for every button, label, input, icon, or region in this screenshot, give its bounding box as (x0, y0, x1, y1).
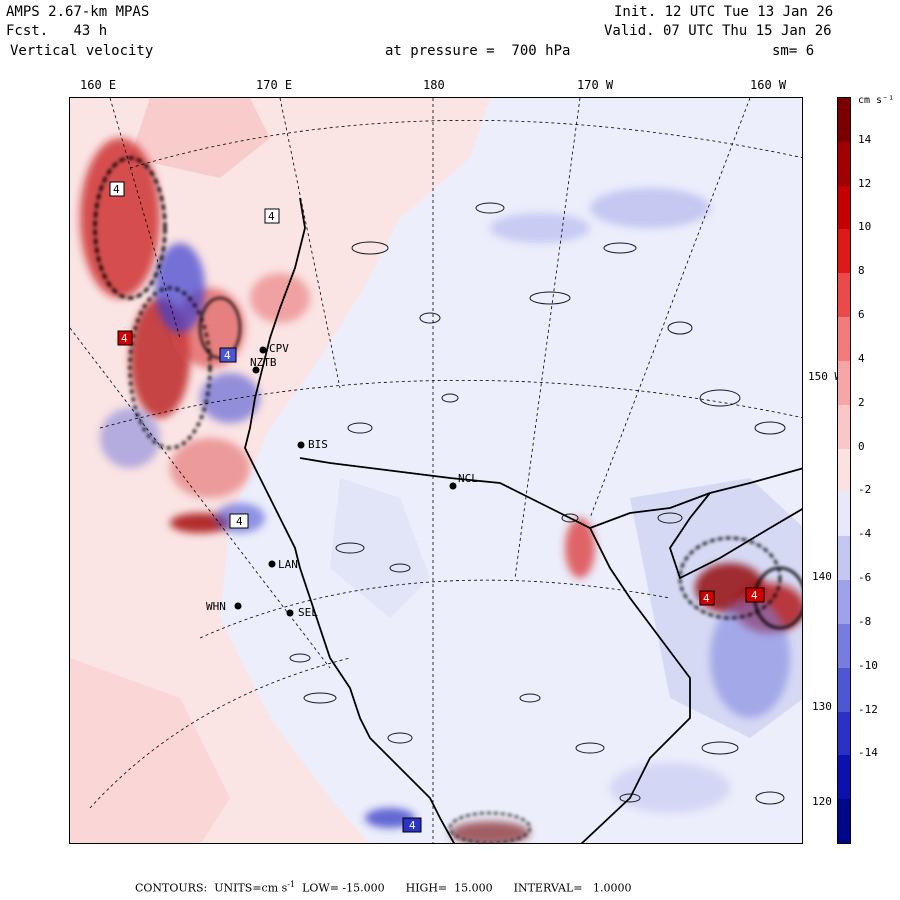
lon-label: 180 (423, 78, 445, 92)
field-name: Vertical velocity (10, 43, 154, 59)
colorbar-unit: cm s⁻¹ (858, 95, 895, 106)
box-label: 4 (236, 515, 243, 528)
colorbar-segment (838, 404, 850, 450)
station-label: SEL (298, 606, 318, 619)
station-label: LAN (278, 558, 298, 571)
lat-label: 120 W (812, 795, 846, 808)
colorbar-segment (838, 448, 850, 493)
colorbar-segment (838, 185, 850, 230)
small-contours (289, 202, 786, 805)
vertical-velocity-map (70, 98, 802, 843)
colorbar-tick-label: 2 (858, 395, 865, 409)
colorbar-tick-label: -6 (858, 571, 872, 585)
station-label: BIS (308, 438, 328, 451)
colorbar-segment (838, 580, 850, 625)
colorbar-segment (838, 229, 850, 274)
coastline (244, 197, 802, 843)
box-label: 4 (703, 592, 710, 605)
colorbar-segment (838, 317, 850, 362)
strong-downdraft-cells (100, 188, 790, 828)
colorbar-tick-label: 6 (858, 308, 865, 322)
init-time: Init. 12 UTC Tue 13 Jan 26 (614, 4, 834, 20)
pressure-level: at pressure = 700 hPa (385, 43, 571, 59)
lon-label: 170 W (577, 78, 614, 92)
graticule (70, 98, 802, 843)
valid-time: Valid. 07 UTC Thu 15 Jan 26 (604, 23, 832, 39)
weak-descent-region (330, 478, 430, 618)
colorbar-tick-label: 12 (858, 176, 872, 190)
contour-clusters (93, 156, 802, 843)
colorbar-tick-label: -8 (858, 614, 872, 628)
colorbar-tick-label: -2 (858, 483, 872, 497)
colorbar-tick-label: -12 (858, 702, 878, 716)
station-label: NCL (458, 472, 478, 485)
colorbar-segment (838, 536, 850, 581)
colorbar-tick-label: -4 (858, 527, 872, 541)
colorbar-tick-label: 4 (858, 351, 865, 365)
colorbar-segment (838, 360, 850, 406)
station-label: CPV (269, 342, 289, 355)
colorbar-segment (838, 623, 850, 669)
weak-ascent-region (70, 658, 230, 843)
lat-label: 150 W (808, 370, 842, 383)
colorbar-segment (838, 273, 850, 318)
colorbar-segment (838, 667, 850, 713)
colorbar-tick-label: -10 (858, 658, 878, 672)
colorbar-tick-label: 14 (858, 132, 872, 146)
station-label: NZTB (250, 356, 277, 369)
contour-info: CONTOURS: UNITS=cm s-1 LOW= -15.000 HIGH… (135, 880, 632, 895)
colorbar-tick-label: 10 (858, 220, 872, 234)
lon-label: 160 W (750, 78, 787, 92)
forecast-hour: Fcst. 43 h (6, 23, 108, 39)
map-panel: CPV NZTB BIS NCL LAN WHN SEL 4 4 4 4 4 4… (69, 97, 803, 844)
box-label: 4 (224, 349, 231, 362)
box-label: 4 (751, 589, 758, 602)
colorbar-segment (838, 141, 850, 187)
box-label: 4 (113, 183, 120, 196)
box-label: 4 (409, 819, 416, 832)
colorbar-segment (838, 492, 850, 537)
station-label: WHN (206, 600, 226, 613)
lat-label: 130 W (812, 700, 846, 713)
colorbar (837, 97, 851, 844)
colorbar-segment (838, 799, 850, 844)
model-title: AMPS 2.67-km MPAS (6, 4, 150, 20)
colorbar-tick-label: 0 (858, 439, 865, 453)
colorbar-segment (838, 755, 850, 800)
colorbar-segment (838, 711, 850, 756)
box-label: 4 (268, 210, 275, 223)
lat-label: 140 W (812, 570, 846, 583)
colorbar-segment (838, 98, 850, 143)
extreme-value-boxes (109, 181, 765, 833)
colorbar-tick-label: -14 (858, 746, 878, 760)
smoothing: sm= 6 (772, 43, 815, 59)
lon-label: 170 E (256, 78, 293, 92)
lon-label: 160 E (80, 78, 117, 92)
box-label: 4 (121, 332, 128, 345)
station-markers (234, 346, 457, 617)
colorbar-tick-label: 8 (858, 264, 865, 278)
